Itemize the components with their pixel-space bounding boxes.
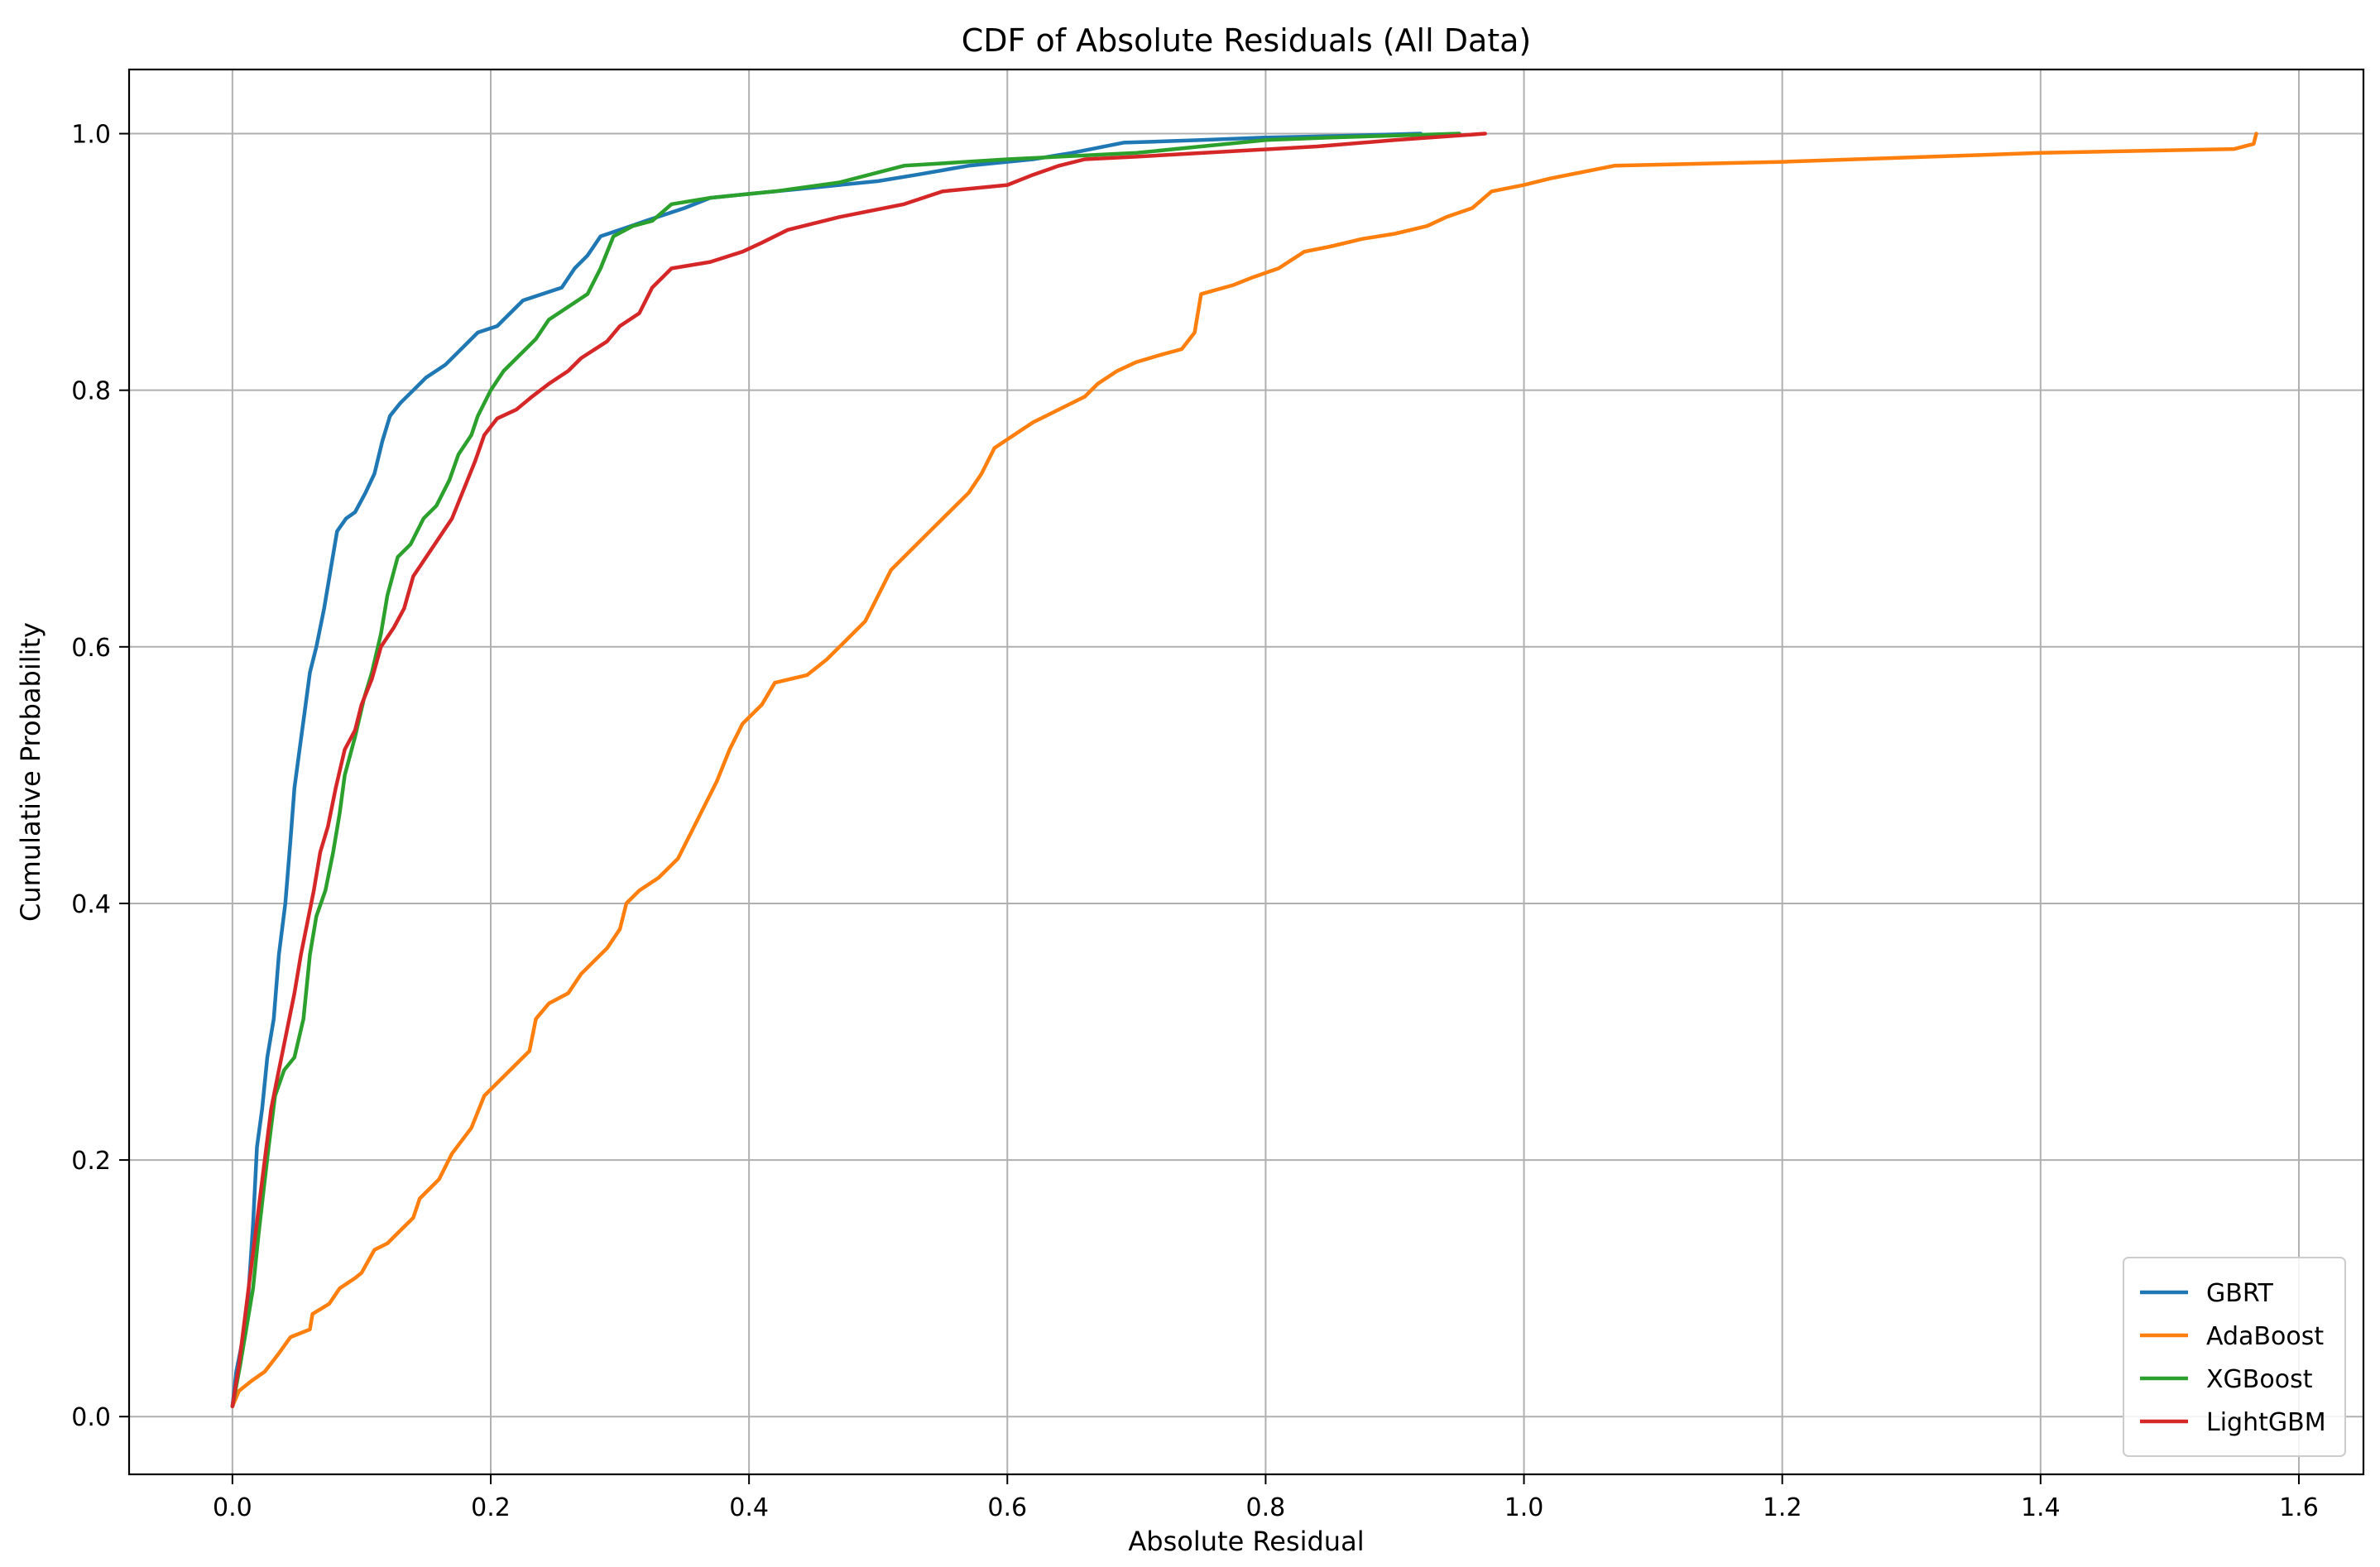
- y-tick-label: 0.4: [71, 890, 111, 919]
- x-axis-title: Absolute Residual: [1128, 1526, 1364, 1557]
- x-tick-label: 0.2: [471, 1493, 511, 1522]
- y-tick-label: 0.8: [71, 377, 111, 406]
- series-line-adaboost: [230, 132, 2258, 1409]
- legend: GBRT AdaBoost XGBoost LightGBM: [2123, 1257, 2346, 1457]
- x-tick-label: 0.8: [1246, 1493, 1286, 1522]
- series-line-xgboost: [230, 132, 1461, 1409]
- legend-box: [2123, 1257, 2346, 1457]
- axis-ticks: 0.0 0.2 0.4 0.6 0.8 1.0 1.2 1.4 1.6 0.0 0.2 0.4 0.6 0…: [71, 121, 2319, 1522]
- y-tick-label: 0.2: [71, 1147, 111, 1176]
- x-tick-label: 1.2: [1763, 1493, 1802, 1522]
- y-tick-label: 0.0: [71, 1403, 111, 1432]
- x-tick-label: 0.4: [729, 1493, 769, 1522]
- x-tick-label: 0.6: [987, 1493, 1027, 1522]
- x-tick-label: 0.0: [213, 1493, 252, 1522]
- plot-frame: [127, 68, 2365, 1476]
- series-lines: [230, 132, 2258, 1409]
- y-tick-label: 1.0: [71, 121, 111, 150]
- chart-title: CDF of Absolute Residuals (All Data): [962, 22, 1532, 59]
- grid: [129, 69, 2363, 1474]
- x-tick-label: 1.4: [2021, 1493, 2061, 1522]
- y-axis-title: Cumulative Probability: [15, 622, 46, 922]
- series-line-lightgbm: [230, 132, 1487, 1409]
- x-tick-label: 1.6: [2279, 1493, 2319, 1522]
- legend-label-adaboost: AdaBoost: [2206, 1322, 2324, 1351]
- x-tick-label: 1.0: [1504, 1493, 1544, 1522]
- legend-label-xgboost: XGBoost: [2206, 1365, 2313, 1394]
- legend-label-gbrt: GBRT: [2206, 1279, 2273, 1308]
- y-tick-label: 0.6: [71, 634, 111, 663]
- series-line-gbrt: [230, 132, 1423, 1409]
- legend-label-lightgbm: LightGBM: [2206, 1408, 2326, 1437]
